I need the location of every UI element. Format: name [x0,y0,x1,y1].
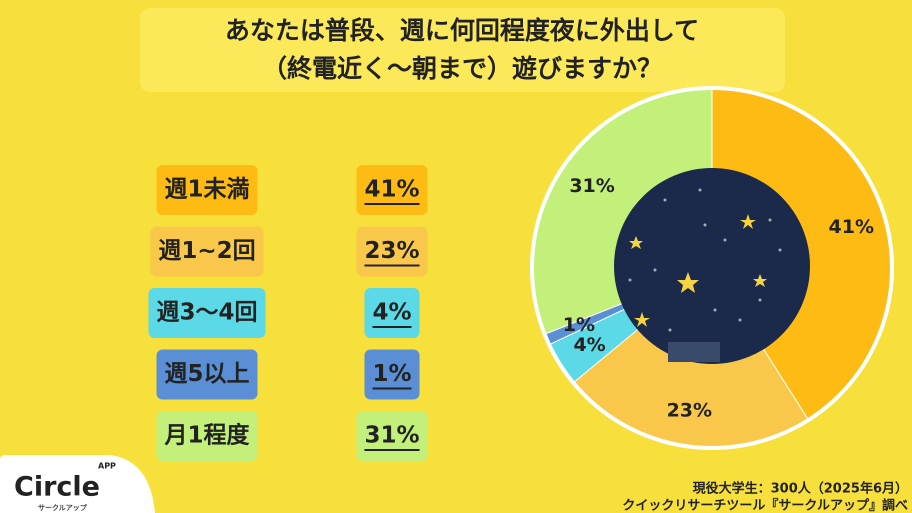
legend-value-box [364,288,420,338]
legend-label: 週3〜4回 [156,300,257,326]
legend-box [156,165,258,215]
legend-label: 週1未満 [164,177,249,203]
legend-label: 週1~2回 [158,238,255,264]
logo-sub: サークルアップ [38,503,88,512]
legend-value-box [364,349,420,400]
source: 現役大学生：300人（2025年6月） [693,481,908,497]
pie-border [530,86,894,450]
slice-label: 4% [573,334,605,356]
legend-value: 31% [364,423,419,449]
logo-bg [0,455,155,513]
legend-value: 23% [364,238,419,264]
logo-badge: APP [98,462,116,471]
legend-label: 週5以上 [164,361,249,387]
legend-value: 41% [364,177,419,203]
night-sky [614,168,810,364]
legend-value-box [356,411,428,461]
legend-value-box [356,226,428,277]
slice-label: 1% [563,314,595,336]
legend-value: 4% [372,300,411,326]
legend-box [150,226,264,277]
chart-title: あなたは普段、週に何回程度夜に外出して [225,16,699,45]
legend-box [148,288,266,338]
slice-label: 31% [569,175,614,197]
logo-name: Circle [14,472,100,503]
title-box [140,8,785,92]
legend-value: 1% [372,361,411,387]
legend-box [156,349,258,400]
slice-label: 41% [829,216,874,238]
slice-label: 23% [667,400,712,422]
legend-label: 月1程度 [163,422,250,449]
legend-value-box [356,165,428,215]
chart-title: （終電近く～朝まで）遊びますか？ [262,54,662,83]
legend-box [156,411,258,461]
source: クイックリサーチツール『サークルアップ』調べ [622,498,908,513]
